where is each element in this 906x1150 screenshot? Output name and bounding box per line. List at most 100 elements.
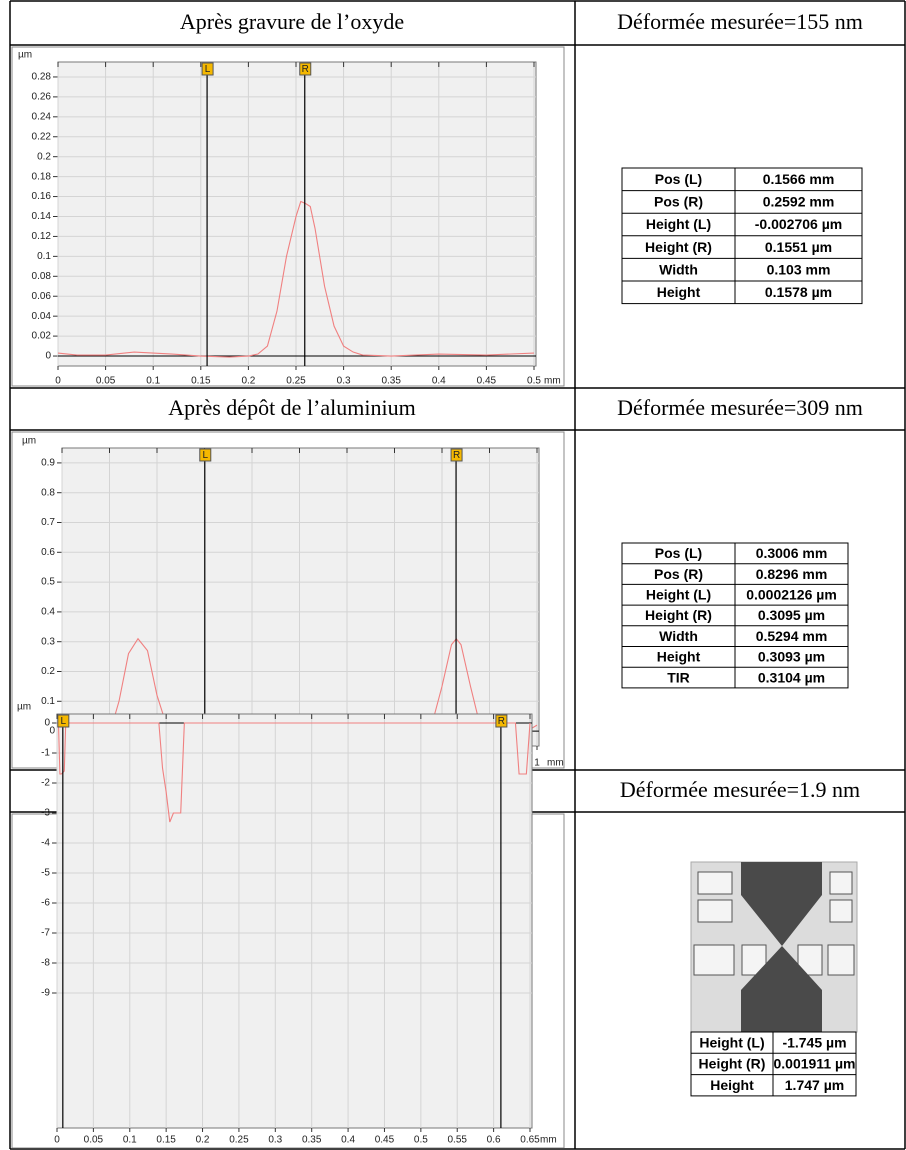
- cursor-label: R: [453, 450, 460, 461]
- x-tick-label: 0.4: [341, 1135, 355, 1146]
- micrograph: [690, 861, 858, 1033]
- cursor-flag: [57, 714, 70, 728]
- measured-deformation: Déformée mesurée=1.9 nm: [620, 777, 860, 802]
- readout-label: Height (L): [646, 216, 711, 232]
- readout-value: 0.3093 µm: [758, 649, 825, 665]
- readout-label: Height (R): [699, 1056, 766, 1072]
- measured-deformation: Déformée mesurée=309 nm: [617, 395, 863, 420]
- x-tick-label: 1: [534, 758, 540, 769]
- y-tick-label: 0: [45, 351, 51, 362]
- readout-label: Height (R): [645, 607, 712, 623]
- readout-value: 0.1566 mm: [763, 171, 835, 187]
- x-tick-label: 0: [54, 1135, 60, 1146]
- y-tick-label: 0.28: [32, 72, 52, 83]
- x-unit: mm: [544, 376, 561, 387]
- y-unit: µm: [22, 436, 36, 447]
- y-tick-label: 0.2: [41, 666, 55, 677]
- x-tick-label: 0.45: [375, 1135, 395, 1146]
- x-tick-label: 0.6: [487, 1135, 501, 1146]
- y-tick-label: -8: [41, 958, 50, 969]
- cursor-label: L: [61, 716, 67, 727]
- y-tick-label: 0.5: [41, 577, 55, 588]
- y-tick-label: 0.22: [32, 131, 52, 142]
- y-unit: µm: [18, 50, 32, 61]
- x-tick-label: 0.55: [447, 1135, 467, 1146]
- y-tick-label: -4: [41, 838, 50, 849]
- x-tick-label: 0.3: [337, 376, 351, 387]
- x-tick-label: 0: [55, 376, 61, 387]
- x-tick-label: 0.25: [229, 1135, 249, 1146]
- y-tick-label: -3: [41, 808, 50, 819]
- x-unit: mm: [540, 1135, 557, 1146]
- cursor-flag: [299, 62, 312, 76]
- x-tick-label: 0.35: [302, 1135, 322, 1146]
- readout-label: Pos (L): [655, 171, 702, 187]
- readout-label: Height: [657, 284, 701, 300]
- cursor-flag: [201, 62, 214, 76]
- y-tick-label: 0.9: [41, 458, 55, 469]
- cursor-label: L: [203, 450, 209, 461]
- section-title: Après gravure de l’oxyde: [180, 9, 404, 34]
- readout-label: Height (L): [646, 586, 711, 602]
- plot-area: [61, 447, 540, 747]
- y-tick-label: 0: [44, 718, 50, 729]
- profile-line: [57, 722, 531, 823]
- y-tick-label: -7: [41, 928, 50, 939]
- cursor-flag: [495, 714, 508, 728]
- readout-value: 0.8296 mm: [756, 566, 828, 582]
- y-tick-label: 0.04: [32, 311, 52, 322]
- y-tick-label: 0.18: [32, 171, 52, 182]
- x-tick-label: 0.45: [477, 376, 497, 387]
- y-tick-label: 0.3: [41, 636, 55, 647]
- cursor-label: L: [205, 64, 211, 75]
- y-tick-label: 0.8: [41, 487, 55, 498]
- cursor-label: R: [498, 716, 505, 727]
- readout-label: Height (R): [645, 239, 712, 255]
- y-tick-label: 0.7: [41, 517, 55, 528]
- readout-label: Width: [659, 261, 698, 277]
- y-tick-label: 0.26: [32, 92, 52, 103]
- y-tick-label: -9: [41, 988, 50, 999]
- y-tick-label: 0.16: [32, 191, 52, 202]
- cursor-flag: [450, 448, 463, 462]
- readout-value: 1.747 µm: [785, 1077, 844, 1093]
- x-tick-label: 0.15: [156, 1135, 176, 1146]
- x-tick-label: 0.15: [191, 376, 211, 387]
- y-tick-label: 0.4: [41, 607, 55, 618]
- y-tick-label: 0.24: [32, 111, 52, 122]
- x-tick-label: 0.1: [146, 376, 160, 387]
- readout-value: 0.001911 µm: [773, 1056, 855, 1072]
- readout-label: Height: [657, 649, 701, 665]
- profile-chart: 0 0.02 0.04 0.06 0.08 0.1 0.12 0.14 0.16 0.18 0.2 0…: [18, 50, 561, 387]
- y-tick-label: 0.1: [37, 251, 51, 262]
- plot-area: [56, 713, 533, 1129]
- y-tick-label: -2: [41, 778, 50, 789]
- y-tick-label: -1: [41, 748, 50, 759]
- measured-deformation: Déformée mesurée=155 nm: [617, 9, 863, 34]
- x-tick-label: 0.2: [196, 1135, 210, 1146]
- y-tick-label: 0.2: [37, 151, 51, 162]
- readout-label: Height (L): [699, 1034, 764, 1050]
- x-tick-label: 0.35: [381, 376, 401, 387]
- x-tick-label: 0.05: [84, 1135, 104, 1146]
- readout-label: Width: [659, 628, 698, 644]
- readout-value: 0.103 mm: [767, 261, 831, 277]
- readout-value: -0.002706 µm: [755, 216, 842, 232]
- y-tick-label: 0.1: [41, 696, 55, 707]
- y-tick-label: 0.12: [32, 231, 52, 242]
- section-title: Après dépôt de l’aluminium: [168, 395, 415, 420]
- x-tick-label: 0.05: [96, 376, 116, 387]
- readout-value: 0.0002126 µm: [746, 586, 837, 602]
- readout-value: 0.2592 mm: [763, 194, 835, 210]
- readout-value: 0.3104 µm: [758, 669, 825, 685]
- y-unit: µm: [17, 702, 31, 713]
- y-tick-label: 0.14: [32, 211, 52, 222]
- y-tick-label: 0.02: [32, 331, 52, 342]
- y-tick-label: -5: [41, 868, 50, 879]
- y-tick-label: 0: [49, 726, 55, 737]
- profile-line: [57, 200, 535, 358]
- readout-label: Pos (L): [655, 545, 702, 561]
- readout-value: 0.1578 µm: [765, 284, 832, 300]
- x-tick-label: 0.25: [286, 376, 306, 387]
